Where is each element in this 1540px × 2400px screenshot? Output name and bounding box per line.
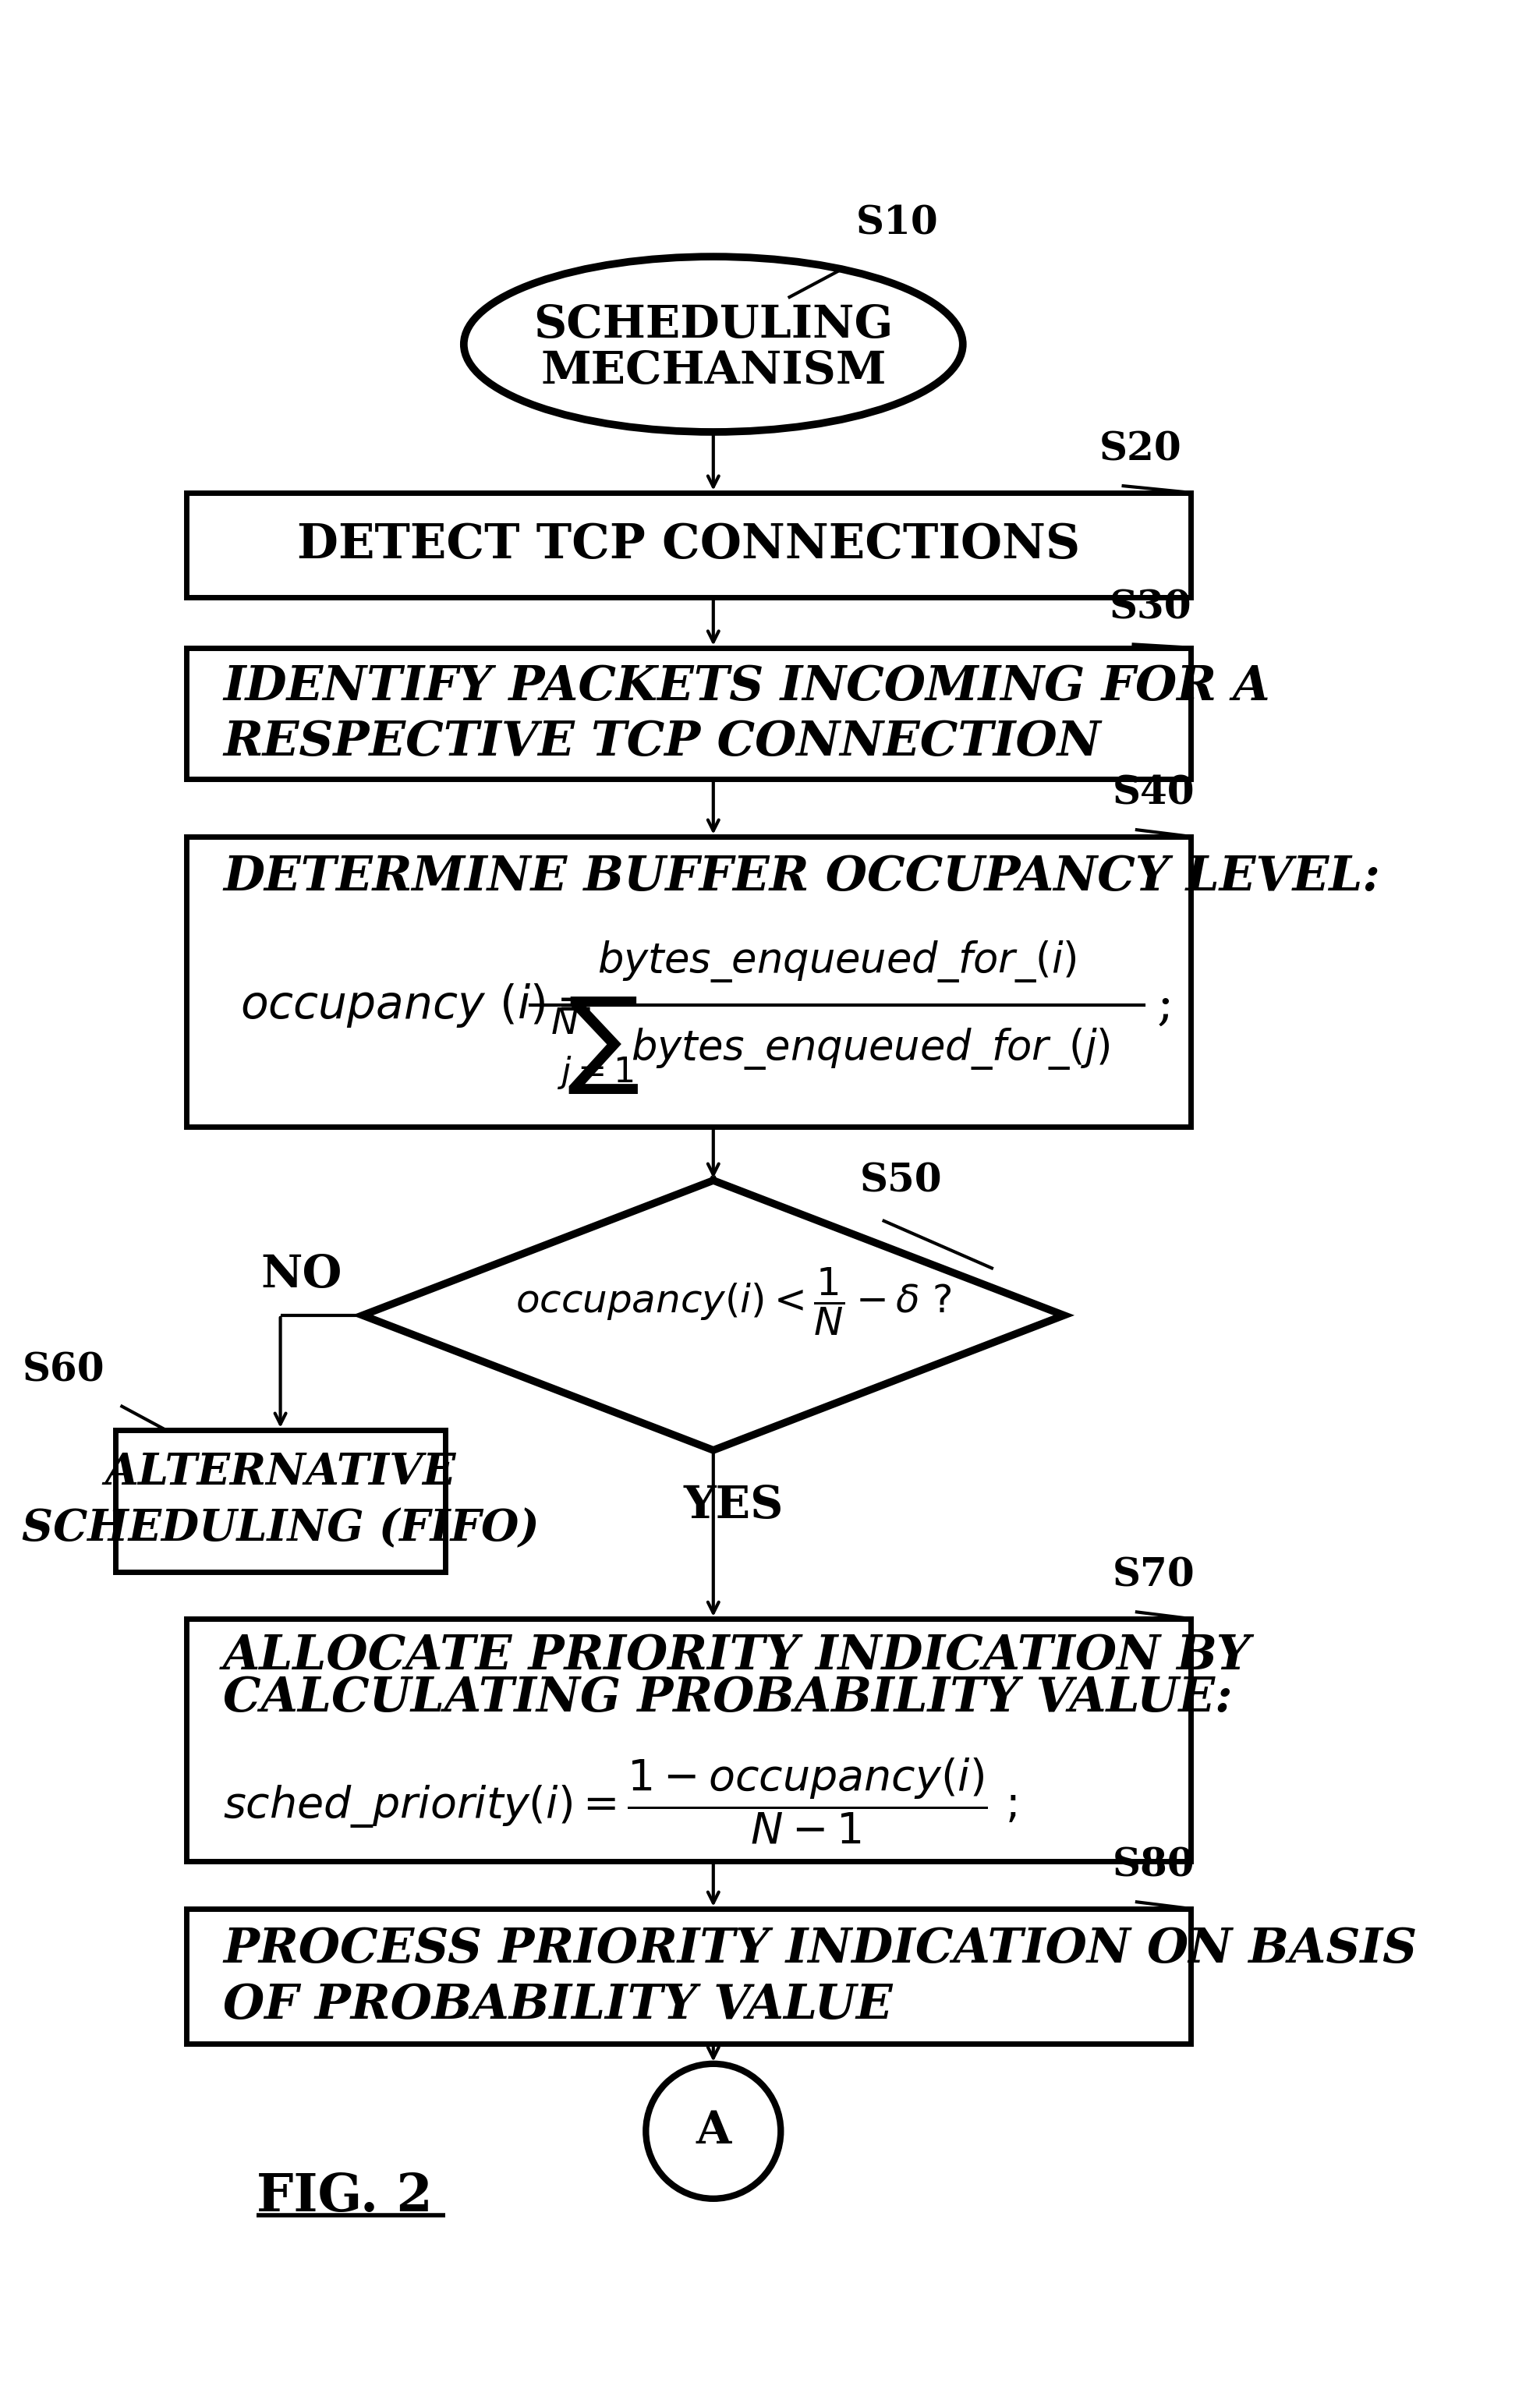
Text: FIG. 2: FIG. 2 — [257, 2172, 433, 2222]
Text: SCHEDULING: SCHEDULING — [533, 302, 893, 348]
Text: S50: S50 — [859, 1162, 942, 1200]
Text: IDENTIFY PACKETS INCOMING FOR A: IDENTIFY PACKETS INCOMING FOR A — [223, 665, 1270, 710]
Text: SCHEDULING (FIFO): SCHEDULING (FIFO) — [22, 1507, 539, 1550]
Text: S80: S80 — [1112, 1848, 1195, 1884]
Text: $\mathit{occupancy\ (i)=}$: $\mathit{occupancy\ (i)=}$ — [240, 982, 591, 1030]
Text: NO: NO — [262, 1253, 342, 1296]
Text: $\mathit{N}$: $\mathit{N}$ — [550, 1006, 578, 1042]
Text: $\mathit{j=1}$: $\mathit{j=1}$ — [557, 1054, 633, 1092]
Text: CALCULATING PROBABILITY VALUE:: CALCULATING PROBABILITY VALUE: — [223, 1675, 1232, 1721]
Text: ALLOCATE PRIORITY INDICATION BY: ALLOCATE PRIORITY INDICATION BY — [223, 1632, 1250, 1680]
Text: ALTERNATIVE: ALTERNATIVE — [105, 1452, 456, 1493]
Text: $\mathit{bytes\_enqueued\_for\_(j)}$: $\mathit{bytes\_enqueued\_for\_(j)}$ — [631, 1027, 1110, 1070]
Text: YES: YES — [684, 1483, 784, 1526]
Text: S70: S70 — [1112, 1558, 1195, 1596]
Text: A: A — [696, 2110, 732, 2153]
Text: S40: S40 — [1112, 775, 1195, 814]
Text: $\sum$: $\sum$ — [567, 996, 639, 1097]
Text: MECHANISM: MECHANISM — [541, 350, 886, 394]
Text: S30: S30 — [1109, 590, 1192, 626]
Text: DETERMINE BUFFER OCCUPANCY LEVEL:: DETERMINE BUFFER OCCUPANCY LEVEL: — [223, 854, 1380, 900]
Text: $\mathit{sched\_priority(i)=\dfrac{1-occupancy(i)}{N-1}\ ;}$: $\mathit{sched\_priority(i)=\dfrac{1-occ… — [223, 1757, 1016, 1846]
Text: $\mathit{occupancy(i)<\dfrac{1}{N}-\delta\ ?}$: $\mathit{occupancy(i)<\dfrac{1}{N}-\delt… — [516, 1267, 952, 1337]
Text: PROCESS PRIORITY INDICATION ON BASIS: PROCESS PRIORITY INDICATION ON BASIS — [223, 1925, 1417, 1973]
Text: RESPECTIVE TCP CONNECTION: RESPECTIVE TCP CONNECTION — [223, 720, 1101, 766]
Text: DETECT TCP CONNECTIONS: DETECT TCP CONNECTIONS — [297, 521, 1080, 569]
Text: ;: ; — [1157, 982, 1173, 1030]
Text: S20: S20 — [1100, 432, 1181, 468]
Text: S10: S10 — [856, 204, 939, 242]
Text: S60: S60 — [23, 1351, 105, 1390]
Text: $\mathit{bytes\_enqueued\_for\_(i)}$: $\mathit{bytes\_enqueued\_for\_(i)}$ — [598, 938, 1076, 984]
Text: OF PROBABILITY VALUE: OF PROBABILITY VALUE — [223, 1982, 893, 2030]
